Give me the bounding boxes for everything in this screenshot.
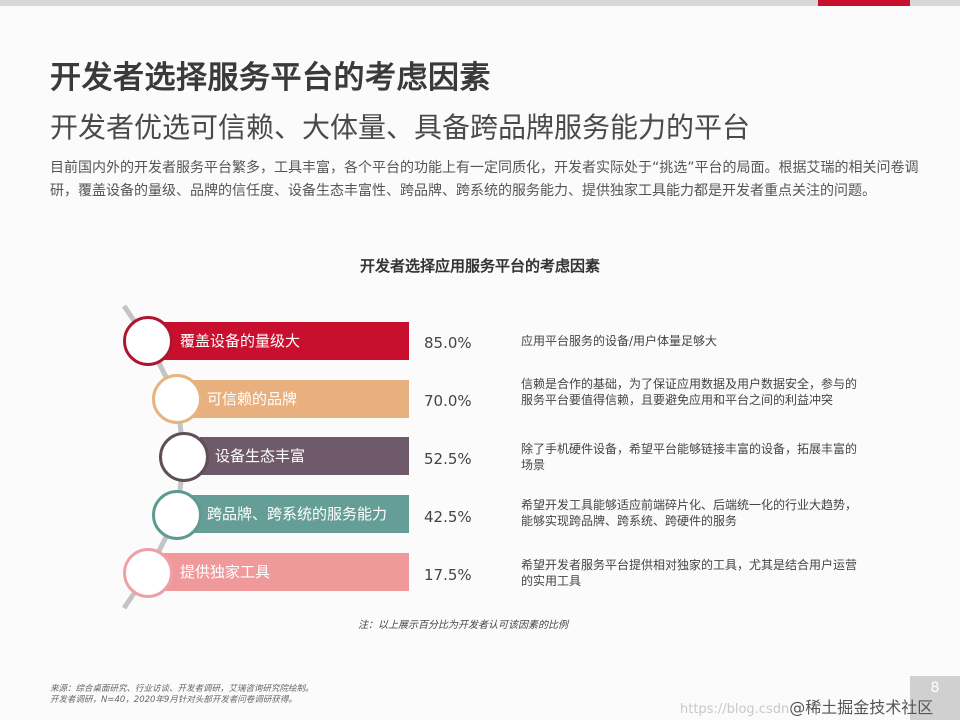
factor-bar: 可信赖的品牌 — [190, 380, 409, 418]
top-bar-accent — [818, 0, 910, 6]
watermark-brand: @稀土掘金技术社区 — [789, 698, 934, 717]
factor-label: 提供独家工具 — [180, 563, 271, 581]
factor-label: 可信赖的品牌 — [207, 390, 298, 408]
factor-percentage: 17.5% — [424, 566, 472, 584]
factor-bar: 提供独家工具 — [160, 553, 409, 591]
watermark-url: https://blog.csdn — [680, 702, 790, 717]
factor-description: 应用平台服务的设备/用户体量足够大 — [521, 334, 718, 348]
circle-marker-icon — [152, 374, 202, 424]
factor-description: 除了手机硬件设备，希望平台能够链接丰富的设备，拓展丰富的场景 — [521, 442, 858, 472]
factor-description: 信赖是合作的基础，为了保证应用数据及用户数据安全，参与的服务平台要值得信赖，且要… — [521, 377, 858, 407]
circle-marker-icon — [152, 490, 202, 540]
source-line-1: 来源：综合桌面研究、行业访谈、开发者调研，艾瑞咨询研究院绘制。 — [50, 684, 314, 694]
chart-note: 注：以上展示百分比为开发者认可该因素的比例 — [358, 620, 568, 631]
circle-marker-icon — [159, 432, 209, 482]
chart-title-text: 开发者选择应用服务平台的考虑因素 — [359, 257, 600, 275]
factor-percentage: 85.0% — [424, 334, 472, 352]
intro-paragraph: 目前国内外的开发者服务平台繁多，工具丰富，各个平台的功能上有一定同质化，开发者实… — [50, 160, 919, 199]
chart-title: 开发者选择应用服务平台的考虑因素 — [0, 255, 960, 276]
factor-percentage: 70.0% — [424, 392, 472, 410]
source-footnote: 来源：综合桌面研究、行业访谈、开发者调研，艾瑞咨询研究院绘制。 开发者调研，N=… — [50, 684, 314, 706]
top-bar — [0, 0, 960, 6]
factor-description: 希望开发者服务平台提供相对独家的工具，尤其是结合用户运营的实用工具 — [521, 558, 858, 588]
factor-description: 希望开发工具能够适应前端碎片化、后端统一化的行业大趋势，能够实现跨品牌、跨系统、… — [521, 498, 858, 528]
page-subtitle: 开发者优选可信赖、大体量、具备跨品牌服务能力的平台 — [50, 111, 751, 144]
page-title: 开发者选择服务平台的考虑因素 — [50, 60, 491, 96]
factor-label: 设备生态丰富 — [215, 447, 306, 465]
factor-bar: 覆盖设备的量级大 — [160, 322, 409, 360]
page-number: 8 — [910, 676, 960, 720]
factor-percentage: 52.5% — [424, 450, 472, 468]
circle-marker-icon — [123, 548, 173, 598]
factor-label: 覆盖设备的量级大 — [180, 332, 301, 350]
factor-label: 跨品牌、跨系统的服务能力 — [207, 505, 388, 523]
watermark: https://blog.csdn@稀土掘金技术社区 — [680, 694, 933, 718]
factor-bar: 设备生态丰富 — [200, 437, 409, 475]
circle-marker-icon — [123, 316, 173, 366]
factor-percentage: 42.5% — [424, 508, 472, 526]
source-line-2: 开发者调研，N=40，2020年9月针对头部开发者问卷调研获得。 — [50, 695, 297, 705]
factor-bar: 跨品牌、跨系统的服务能力 — [190, 495, 409, 533]
